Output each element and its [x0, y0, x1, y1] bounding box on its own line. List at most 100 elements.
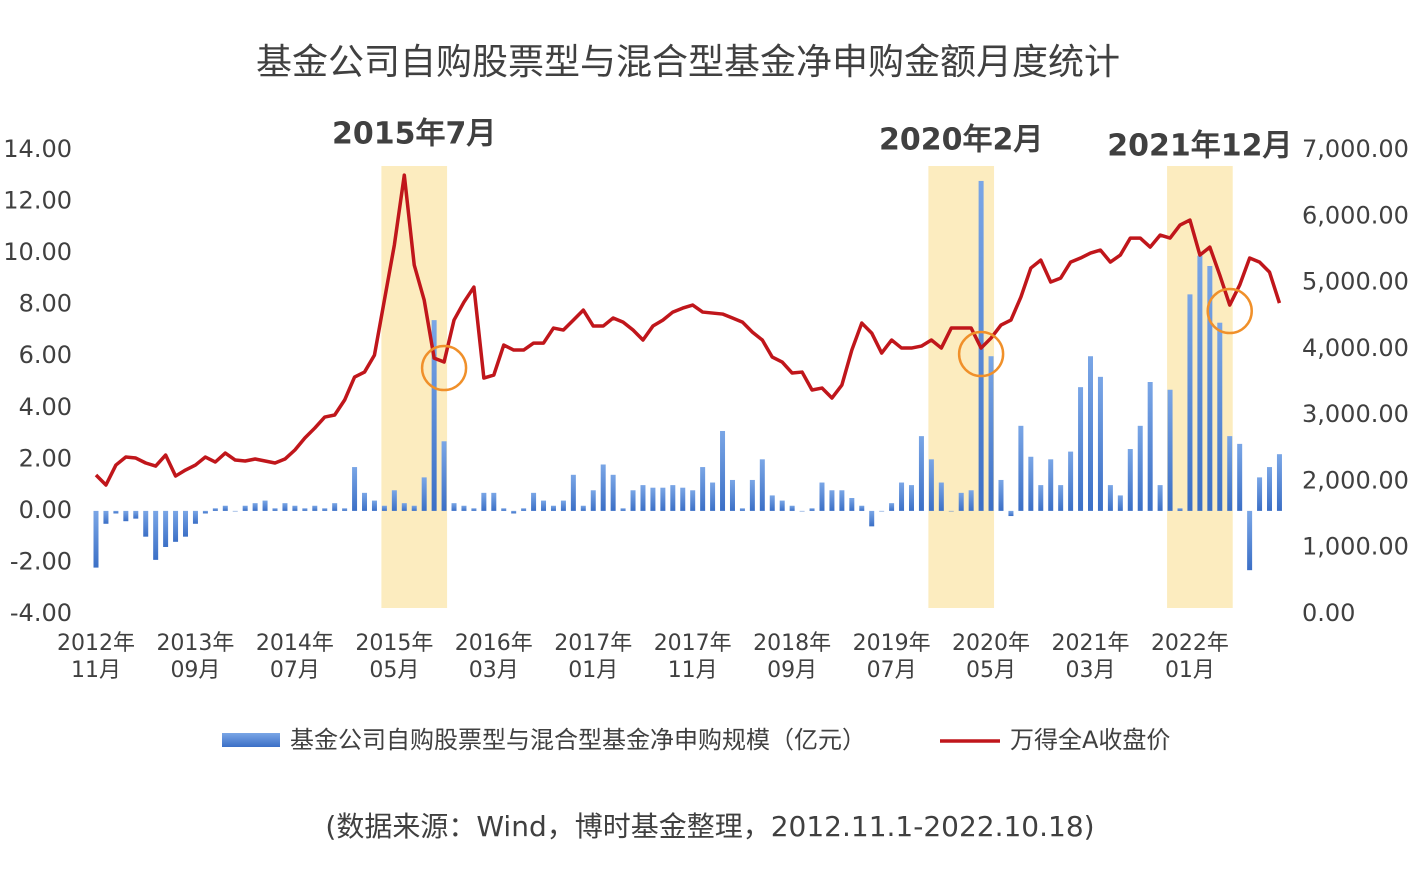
bar [332, 503, 338, 511]
bar [1018, 425, 1024, 511]
bar [769, 495, 775, 511]
bar [560, 500, 566, 511]
bar [481, 492, 487, 511]
bar [212, 508, 218, 511]
bar [660, 487, 666, 511]
bar [700, 467, 706, 511]
bar [262, 500, 268, 511]
bar [968, 490, 974, 511]
legend-label: 万得全A收盘价 [1010, 726, 1170, 754]
bar [531, 492, 537, 511]
source-note: (数据来源：Wind，博时基金整理，2012.11.1-2022.10.18) [325, 810, 1094, 843]
highlight-circle [957, 330, 1005, 378]
y-tick-label: 8.00 [19, 290, 72, 318]
bar [988, 356, 994, 511]
bar [948, 510, 954, 512]
bar [1038, 485, 1044, 511]
bar [441, 441, 447, 511]
bar [869, 510, 875, 527]
bar [938, 482, 944, 511]
bar [1217, 322, 1223, 511]
bar [312, 505, 318, 511]
bar [381, 505, 387, 511]
bar [928, 459, 934, 511]
bar [630, 490, 636, 511]
bar [1247, 510, 1253, 571]
bar [521, 508, 527, 511]
bar [879, 510, 885, 512]
bar [710, 482, 716, 511]
x-tick-label: 2014年 07月 [255, 631, 334, 683]
bar [620, 508, 626, 511]
chart-title: 基金公司自购股票型与混合型基金净申购金额月度统计 [256, 42, 1120, 83]
bar [242, 505, 248, 511]
bar [1137, 425, 1143, 511]
line [94, 173, 1282, 487]
bar [1237, 443, 1243, 511]
y-tick-label: -4.00 [10, 599, 72, 627]
x-tick-label: 2016年 03月 [454, 631, 533, 683]
bar [202, 510, 208, 514]
bar [352, 467, 358, 511]
bar [839, 490, 845, 511]
bar [1088, 356, 1093, 511]
bar [690, 490, 696, 511]
bar [889, 503, 895, 511]
y-tick-label: 4.00 [19, 393, 72, 421]
bar [1068, 451, 1074, 511]
bar [302, 508, 308, 511]
bar [491, 492, 497, 511]
y-tick-label: -2.00 [10, 547, 72, 575]
bar [600, 464, 606, 511]
x-tick-label: 2013年 09月 [156, 631, 235, 683]
bar [610, 474, 616, 511]
y-tick-label: 12.00 [3, 187, 72, 215]
bar [143, 510, 149, 537]
bar [153, 510, 159, 560]
bar [1117, 495, 1123, 511]
bar [461, 505, 467, 511]
y2-tick-label: 4,000.00 [1302, 334, 1409, 362]
x-tick-label: 2015年 05月 [355, 631, 434, 683]
x-tick-label: 2020年 05月 [952, 631, 1031, 683]
annotation: 2020年2月 [879, 123, 1043, 158]
bar [1157, 485, 1163, 511]
bar [371, 500, 377, 511]
annotation: 2015年7月 [332, 117, 496, 152]
bar [729, 479, 735, 511]
bar [222, 505, 228, 511]
x-tick-label: 2012年 11月 [57, 631, 135, 683]
annotation: 2021年12月 [1107, 129, 1292, 164]
y2-tick-label: 1,000.00 [1302, 533, 1409, 561]
bar [899, 482, 905, 511]
bar [232, 510, 238, 512]
y-tick-label: 14.00 [3, 135, 72, 163]
highlight-band [381, 166, 448, 608]
bar [590, 490, 596, 511]
bar [998, 479, 1004, 511]
bar [829, 490, 835, 511]
bar [1058, 485, 1064, 511]
bar [749, 479, 755, 511]
bar [1028, 456, 1034, 511]
bar [720, 430, 726, 511]
x-tick-label: 2021年 03月 [1051, 631, 1130, 683]
bar [1008, 510, 1014, 517]
y-tick-label: 6.00 [19, 341, 72, 369]
bar [739, 508, 745, 511]
bar [779, 500, 785, 511]
y-tick-label: 0.00 [19, 496, 72, 524]
bar [431, 320, 437, 511]
highlight-circle [1206, 287, 1253, 335]
bar [809, 508, 815, 511]
bar [1127, 449, 1133, 511]
bar [1197, 255, 1203, 511]
bar [1097, 376, 1103, 511]
bar [272, 508, 278, 511]
bar [391, 490, 397, 511]
bar [819, 482, 825, 511]
bar [322, 508, 328, 511]
bar [789, 505, 795, 511]
bar [1207, 266, 1213, 511]
